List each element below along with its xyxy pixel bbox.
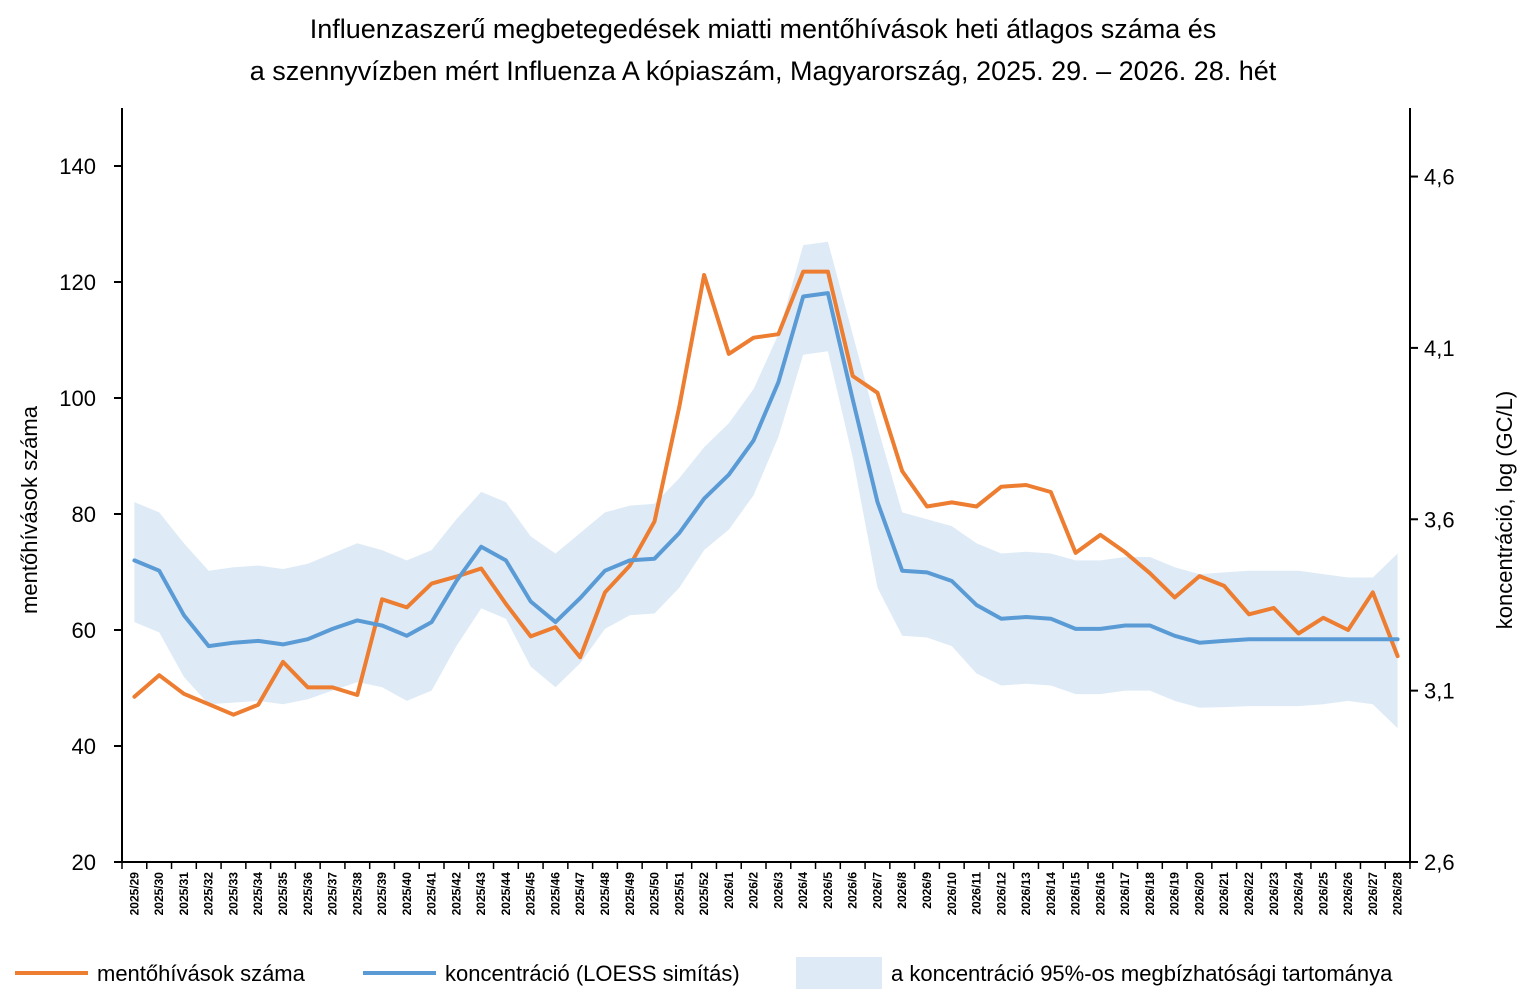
x-tick-label: 2025/49 [623, 872, 637, 916]
x-tick-label: 2025/38 [350, 872, 364, 916]
x-tick-label: 2026/1 [722, 872, 736, 909]
legend-label-confidence-band: a koncentráció 95%-os megbízhatósági tar… [891, 961, 1393, 986]
axes-layer [114, 108, 1418, 869]
x-tick-label: 2025/52 [697, 872, 711, 916]
x-tick-label: 2026/23 [1267, 872, 1281, 916]
legend: mentőhívások száma koncentráció (LOESS s… [15, 957, 1393, 989]
x-tick-label: 2025/39 [375, 872, 389, 916]
x-tick-label: 2025/40 [400, 872, 414, 916]
y-right-tick-label: 2,6 [1424, 850, 1455, 875]
x-tick-label: 2025/42 [449, 872, 463, 916]
x-tick-label: 2025/46 [549, 872, 563, 916]
x-tick-label: 2026/12 [994, 872, 1008, 916]
chart-title-line-2: a szennyvízben mért Influenza A kópiaszá… [250, 56, 1277, 86]
y-left-tick-label: 60 [72, 618, 96, 643]
x-tick-label: 2026/27 [1366, 872, 1380, 916]
x-tick-label: 2025/29 [127, 872, 141, 916]
x-tick-label: 2026/26 [1341, 872, 1355, 916]
x-tick-label: 2025/51 [672, 872, 686, 916]
x-tick-label: 2025/35 [276, 872, 290, 916]
confidence-band [134, 241, 1398, 729]
y-right-tick-label: 4,6 [1424, 165, 1455, 190]
x-tick-label: 2026/24 [1292, 872, 1306, 916]
x-tick-label: 2025/50 [648, 872, 662, 916]
legend-label-concentration: koncentráció (LOESS simítás) [445, 961, 740, 986]
x-tick-label: 2026/16 [1093, 872, 1107, 916]
x-tick-label: 2026/18 [1143, 872, 1157, 916]
x-tick-label: 2026/15 [1069, 872, 1083, 916]
y-right-tick-label: 3,6 [1424, 507, 1455, 532]
x-tick-label: 2026/19 [1168, 872, 1182, 916]
x-tick-label: 2026/13 [1019, 872, 1033, 916]
x-tick-label: 2026/3 [771, 872, 785, 909]
chart-title: Influenzaszerű megbetegedések miatti men… [250, 14, 1277, 86]
x-tick-label: 2026/5 [821, 872, 835, 909]
legend-label-calls: mentőhívások száma [97, 961, 306, 986]
x-tick-label: 2026/14 [1044, 872, 1058, 916]
x-tick-label: 2025/45 [524, 872, 538, 916]
series-lines-layer [132, 269, 1400, 717]
y-left-tick-label: 140 [59, 154, 96, 179]
series-line-calls [132, 269, 1400, 717]
y-right-tick-label: 4,1 [1424, 336, 1455, 361]
x-tick-label: 2026/2 [747, 872, 761, 909]
x-tick-label: 2026/7 [871, 872, 885, 909]
confidence-band-layer [134, 241, 1398, 729]
x-tick-label: 2025/41 [425, 872, 439, 916]
series-line-concentration [132, 291, 1400, 649]
chart-title-line-1: Influenzaszerű megbetegedések miatti men… [310, 14, 1217, 44]
x-tick-label: 2025/32 [202, 872, 216, 916]
x-tick-label: 2026/9 [920, 872, 934, 909]
legend-swatch-confidence-band [796, 957, 882, 989]
x-tick-label: 2025/33 [227, 872, 241, 916]
x-tick-label: 2026/20 [1193, 872, 1207, 916]
x-tick-label: 2026/22 [1242, 872, 1256, 916]
y-left-tick-label: 20 [72, 850, 96, 875]
x-tick-label: 2026/8 [895, 872, 909, 909]
y-left-tick-label: 40 [72, 734, 96, 759]
x-tick-label: 2026/11 [970, 872, 984, 915]
x-tick-label: 2026/10 [945, 872, 959, 916]
x-tick-label: 2025/31 [177, 872, 191, 916]
x-tick-label: 2025/43 [474, 872, 488, 916]
x-tick-label: 2025/47 [573, 872, 587, 916]
y-left-tick-label: 100 [59, 386, 96, 411]
x-tick-label: 2025/34 [251, 872, 265, 916]
y-axis-right-label: koncentráció, log (GC/L) [1492, 391, 1517, 629]
x-tick-label: 2025/37 [326, 872, 340, 916]
x-tick-label: 2026/4 [796, 872, 810, 909]
tick-labels-layer: 20 40 60 80 100 120 140 2,6 3,1 3,6 4,1 4,6 2025/29 2… [59, 154, 1454, 915]
x-tick-label: 2025/36 [301, 872, 315, 916]
y-left-tick-label: 120 [59, 270, 96, 295]
x-tick-label: 2026/6 [846, 872, 860, 909]
x-tick-label: 2026/25 [1316, 872, 1330, 916]
x-tick-label: 2025/30 [152, 872, 166, 916]
x-tick-label: 2025/44 [499, 872, 513, 916]
y-left-tick-label: 80 [72, 502, 96, 527]
y-axis-left-label: mentőhívások száma [17, 405, 42, 614]
x-tick-label: 2026/28 [1391, 872, 1405, 916]
x-tick-label: 2025/48 [598, 872, 612, 916]
y-right-tick-label: 3,1 [1424, 679, 1455, 704]
x-tick-label: 2026/17 [1118, 872, 1132, 916]
x-tick-label: 2026/21 [1217, 872, 1231, 916]
